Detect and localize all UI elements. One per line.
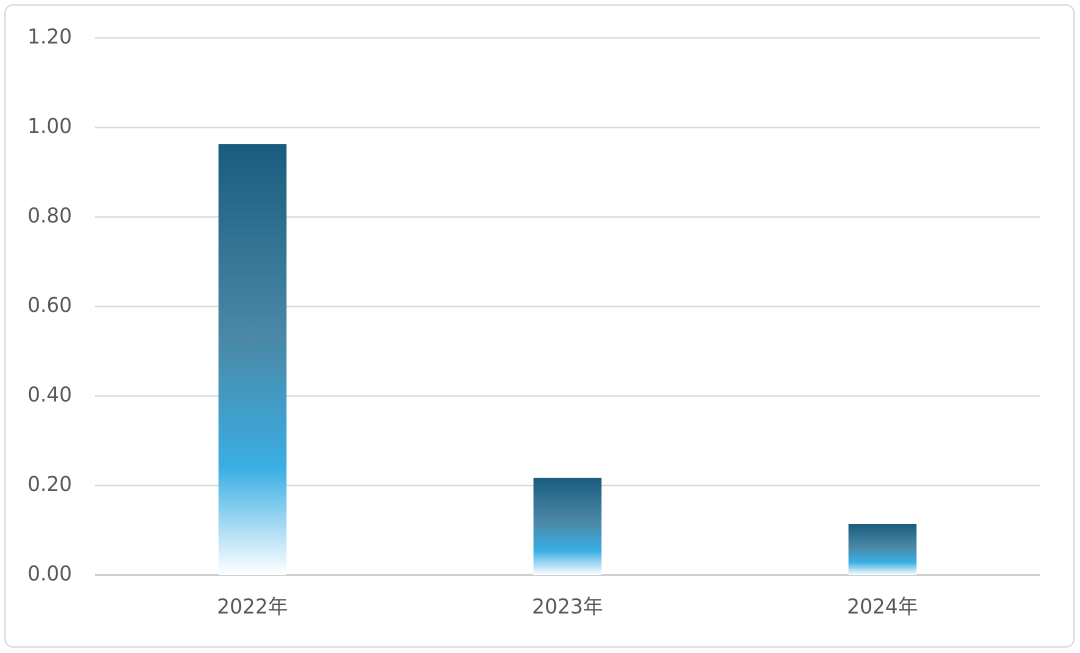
bar [218,144,287,575]
x-tick-label: 2024年 [847,595,918,619]
y-tick-label: 0.20 [27,472,72,496]
x-tick-label: 2022年 [217,595,288,619]
y-tick-label: 0.80 [27,204,72,228]
y-tick-label: 0.40 [27,383,72,407]
y-tick-label: 1.20 [27,25,72,49]
x-tick-label: 2023年 [532,595,603,619]
y-tick-label: 1.00 [27,114,72,138]
bar [848,523,917,575]
y-tick-label: 0.60 [27,293,72,317]
bar [533,477,602,575]
y-tick-label: 0.00 [27,562,72,586]
